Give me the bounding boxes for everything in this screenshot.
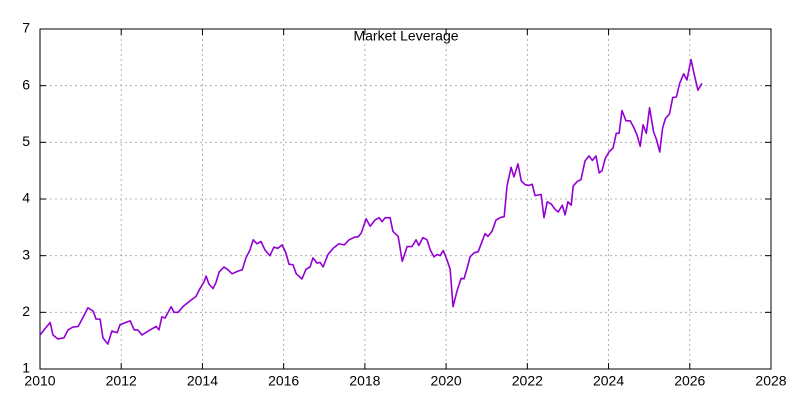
x-tick-label: 2014: [187, 373, 218, 389]
x-tick-label: 2018: [349, 373, 380, 389]
y-tick-label: 4: [22, 190, 30, 206]
x-tick-label: 2020: [431, 373, 462, 389]
plot-border: [39, 28, 772, 370]
x-tick-label: 2022: [512, 373, 543, 389]
chart-title: Market Leverage: [353, 28, 458, 44]
y-tick-label: 1: [22, 360, 30, 376]
y-tick-label: 3: [22, 246, 30, 262]
data-line: [39, 58, 703, 345]
x-tick-label: 2010: [24, 373, 55, 389]
y-tick-label: 6: [22, 76, 30, 92]
x-tick-label: 2016: [268, 373, 299, 389]
x-tick-label: 2012: [106, 373, 137, 389]
x-tick-label: 2028: [755, 373, 786, 389]
y-tick-label: 7: [22, 20, 30, 36]
x-tick-label: 2026: [674, 373, 705, 389]
y-tick-label: 2: [22, 303, 30, 319]
x-tick-label: 2024: [593, 373, 624, 389]
y-tick-label: 5: [22, 133, 30, 149]
